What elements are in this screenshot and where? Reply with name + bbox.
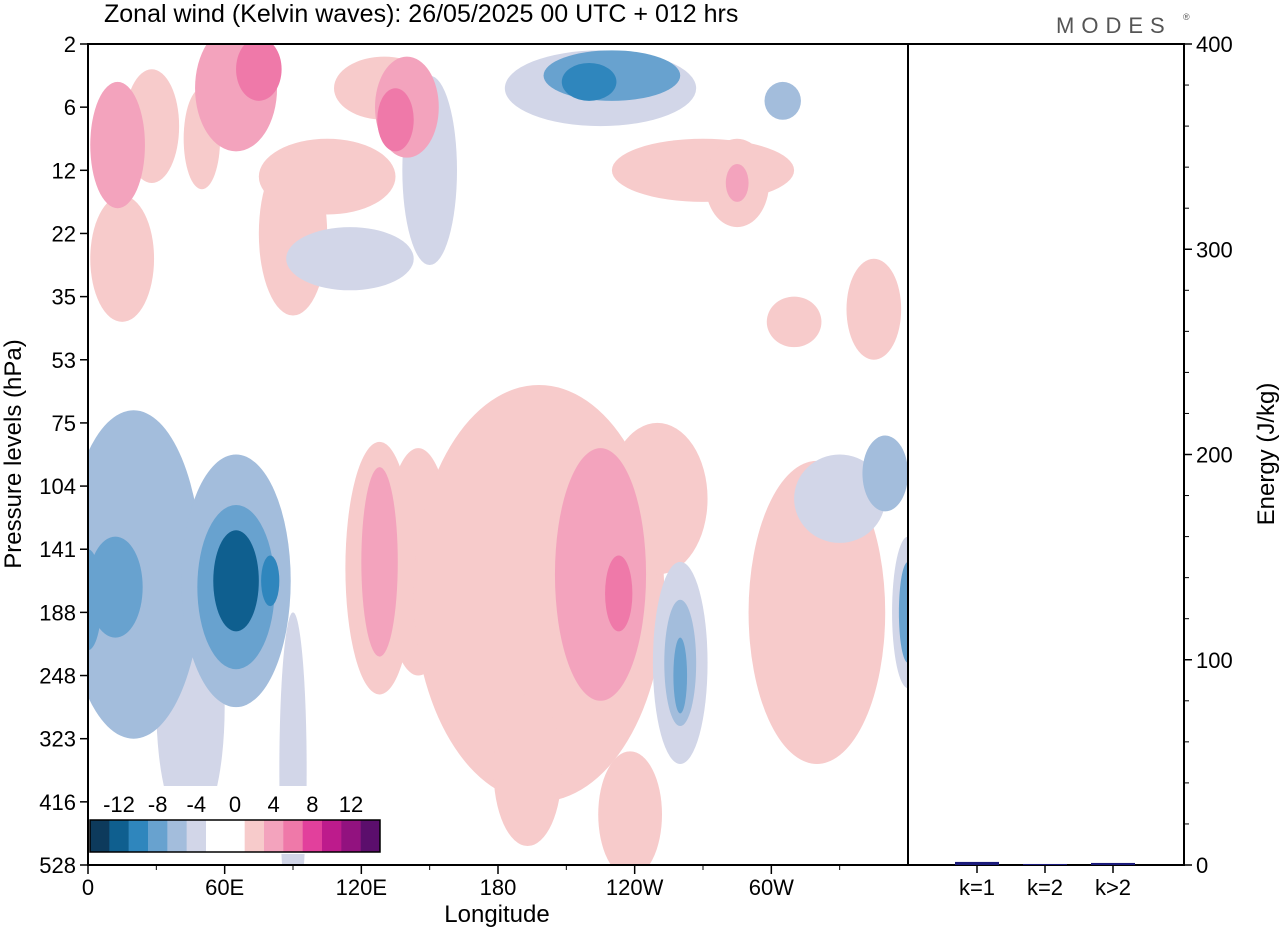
modes-logo-text: MODES (1056, 13, 1172, 38)
colorbar-swatch (225, 820, 245, 852)
contour-region (725, 163, 749, 202)
y-tick-label: 6 (64, 95, 76, 120)
colorbar-swatch (264, 820, 284, 852)
y-tick-label: 12 (52, 158, 76, 183)
energy-tick-label: 300 (1196, 237, 1233, 262)
x-tick-label: 180 (480, 875, 517, 900)
contour-region (261, 555, 280, 607)
pressure-axis: 2 6 12 22 35 53 75 104 141 188 248 323 416 528 (39, 32, 88, 878)
y-tick-label: 416 (39, 790, 76, 815)
registered-mark: ® (1183, 12, 1190, 22)
contour-region (377, 88, 414, 152)
contour-region (673, 637, 688, 714)
colorbar-tick-label: 12 (339, 792, 363, 817)
colorbar-swatch (128, 820, 149, 852)
contour-region (236, 44, 282, 101)
chart-title: Zonal wind (Kelvin waves): 26/05/2025 00… (104, 0, 738, 28)
energy-bar (1091, 862, 1135, 865)
bar-category-label: k=2 (1027, 875, 1063, 900)
y-tick-label: 2 (64, 32, 76, 57)
contour-region (213, 530, 259, 632)
longitude-axis: 0 60E 120E 180 120W 60W (82, 865, 841, 900)
contour-region (361, 467, 398, 657)
x-axis-label: Longitude (444, 901, 549, 928)
bar-category-label: k>2 (1095, 875, 1131, 900)
contour-region (88, 549, 102, 651)
colorbar-swatch (283, 820, 303, 852)
colorbar-tick-label: -8 (148, 792, 168, 817)
x-tick-label: 0 (82, 875, 94, 900)
energy-axis: 0 100 200 300 400 (1184, 32, 1233, 878)
modes-logo: MODES ® (1056, 12, 1190, 38)
energy-tick-label: 100 (1196, 648, 1233, 673)
energy-bars: k=1 k=2 k>2 (955, 861, 1135, 900)
colorbar-swatch (109, 820, 129, 852)
contour-region (598, 751, 662, 865)
colorbar-swatch (148, 820, 168, 852)
colorbar-swatch (206, 820, 226, 852)
x-tick-label: 120E (336, 875, 387, 900)
contour-region (766, 296, 822, 348)
y-tick-label: 35 (52, 285, 76, 310)
x-tick-label: 60E (205, 875, 244, 900)
contour-region (898, 561, 908, 663)
x-tick-label: 120W (606, 875, 664, 900)
y-tick-label: 248 (39, 664, 76, 689)
y-tick-label: 188 (39, 600, 76, 625)
contour-region (493, 694, 562, 847)
colorbar-frame (89, 819, 381, 853)
energy-tick-label: 400 (1196, 32, 1233, 57)
y-tick-label: 104 (39, 474, 76, 499)
contour-region (88, 410, 202, 739)
colorbar-swatch (360, 820, 381, 852)
colorbar-swatch (341, 820, 361, 852)
x-tick-label: 60W (749, 875, 794, 900)
contour-region (794, 454, 886, 543)
contour-region (90, 81, 145, 209)
y-tick-label: 323 (39, 727, 76, 752)
contour-region (88, 536, 143, 638)
energy-tick-label: 200 (1196, 443, 1233, 468)
contour-region (279, 612, 307, 865)
energy-bar (1023, 863, 1067, 865)
colorbar-tick-label: -12 (103, 792, 135, 817)
colorbar-tick-label: 8 (306, 792, 318, 817)
contour-region (862, 435, 908, 512)
contour-region (90, 195, 155, 322)
contour-region (561, 62, 617, 101)
colorbar-swatch (186, 820, 207, 852)
y-tick-label: 22 (52, 221, 76, 246)
y-tick-label: 528 (39, 853, 76, 878)
y-tick-label: 141 (39, 537, 76, 562)
contour-region (286, 227, 414, 291)
colorbar-swatch (302, 820, 323, 852)
energy-axis-label: Energy (J/kg) (1253, 383, 1280, 526)
y-tick-label: 75 (52, 411, 76, 436)
contour-region (846, 258, 902, 360)
y-tick-label: 53 (52, 348, 76, 373)
colorbar-tick-label: 0 (229, 792, 241, 817)
colorbar-tick-label: -4 (187, 792, 207, 817)
colorbar-swatch (322, 820, 342, 852)
colorbar-legend: -12 -8 -4 0 4 8 12 (88, 786, 382, 854)
y-axis-label: Pressure levels (hPa) (0, 339, 27, 568)
contour-region (764, 81, 801, 120)
colorbar-swatch (244, 820, 265, 852)
contour-region (605, 555, 633, 632)
energy-bar (955, 861, 999, 865)
energy-tick-label: 0 (1196, 853, 1208, 878)
colorbar-swatch (167, 820, 187, 852)
colorbar-swatch (90, 820, 110, 852)
bar-category-label: k=1 (959, 875, 995, 900)
energy-panel-frame (907, 43, 1185, 866)
colorbar-tick-label: 4 (268, 792, 280, 817)
contour-region (554, 448, 647, 701)
